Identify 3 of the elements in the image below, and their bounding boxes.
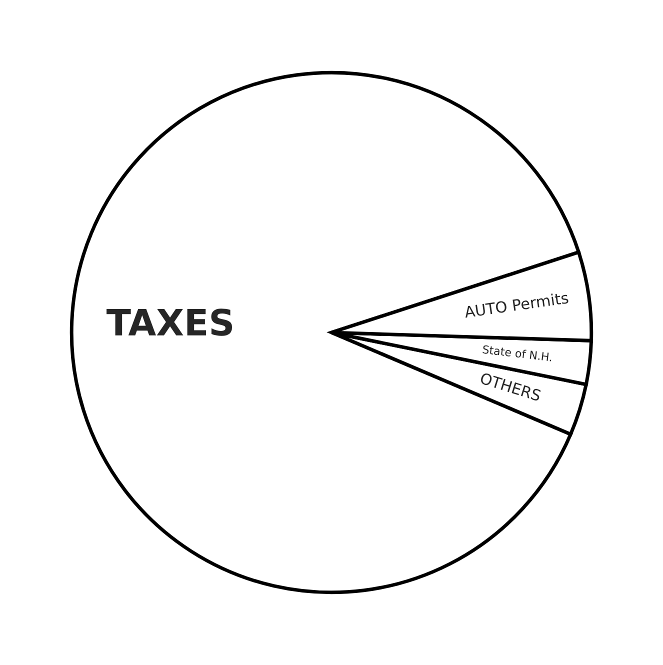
slice-label: TAXES: [106, 308, 232, 336]
slice-label: AUTO Permits: [464, 292, 569, 318]
slice-label: State of N.H.: [482, 344, 552, 362]
